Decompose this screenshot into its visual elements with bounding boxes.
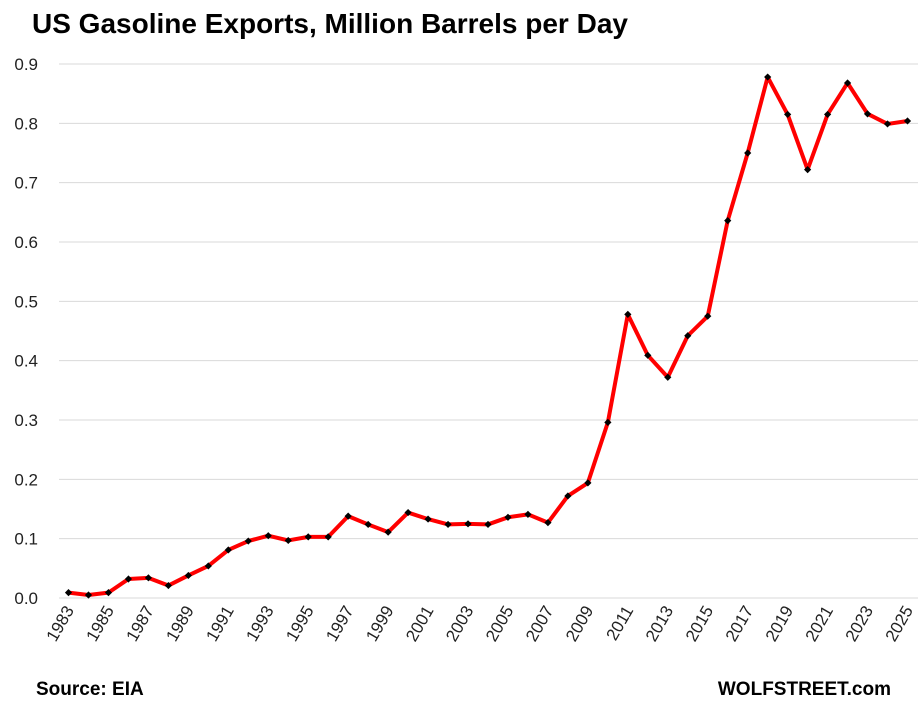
series-group [64,73,912,599]
data-point-marker [704,312,712,320]
data-point-marker [464,520,472,528]
data-point-marker [684,332,692,340]
data-point-marker [104,589,113,597]
x-axis-tick-labels: 1983 1985 1987 1989 1991 1993 1995 1997 1999 2001… [43,603,917,645]
x-tick-label: 1983 [43,603,78,645]
gridlines [59,63,918,599]
x-tick-label: 1991 [202,603,237,645]
data-point-marker [264,532,272,540]
data-point-marker [344,512,352,520]
data-point-marker [804,166,812,174]
data-point-marker [164,581,172,590]
data-point-marker [644,351,652,359]
data-point-marker [784,110,792,119]
x-tick-label: 2015 [682,603,717,645]
x-tick-label: 1987 [123,603,158,645]
data-point-marker [883,120,892,128]
y-axis-tick-labels: 0.0 0.1 0.2 0.3 0.4 0.5 0.6 0.7 0.8 0.9 [14,55,38,608]
data-point-marker [484,520,492,529]
data-point-marker [903,117,912,125]
data-point-marker [184,571,192,580]
y-tick-label: 0.5 [14,292,38,311]
data-point-marker [444,520,452,529]
y-tick-label: 0.3 [14,411,38,430]
data-point-marker [424,515,432,523]
y-tick-label: 0.4 [14,352,38,371]
x-tick-label: 1993 [242,603,277,645]
y-tick-label: 0.9 [14,55,38,74]
chart-title: US Gasoline Exports, Million Barrels per… [32,8,628,39]
data-point-marker [244,537,252,545]
data-point-marker [504,513,512,521]
data-point-marker [144,574,153,582]
data-point-marker [284,536,292,545]
series-line [66,75,910,598]
data-point-marker [843,79,852,87]
data-point-marker [84,591,93,599]
data-point-marker [724,217,732,225]
data-point-marker [564,492,572,500]
data-point-marker [584,479,592,487]
x-tick-label: 2013 [642,603,677,645]
data-point-marker [624,310,632,318]
x-tick-label: 1999 [362,603,397,645]
brand-label: WOLFSTREET.com [717,679,891,700]
x-tick-label: 1989 [162,603,197,645]
data-point-marker [224,546,232,554]
x-tick-label: 2011 [603,603,638,644]
data-point-marker [304,533,312,541]
data-point-marker [124,575,133,583]
data-point-marker [823,110,832,119]
data-point-marker [524,510,532,518]
source-note: Source: EIA [36,679,144,700]
data-point-marker [863,110,872,118]
data-point-marker [604,418,612,426]
y-tick-label: 0.6 [14,233,38,252]
x-tick-label: 2009 [562,603,597,645]
data-point-marker [324,533,332,541]
data-point-marker [204,562,212,570]
y-tick-label: 0.2 [14,470,38,489]
x-tick-label: 2001 [402,603,437,645]
y-tick-label: 0.1 [14,530,38,549]
y-tick-label: 0.0 [14,589,38,608]
x-tick-label: 2003 [442,603,477,645]
y-tick-label: 0.7 [14,174,38,193]
y-tick-label: 0.8 [14,114,38,133]
x-tick-label: 2007 [522,603,557,645]
x-tick-label: 2023 [842,603,877,645]
data-point-marker [664,373,672,381]
data-point-marker [764,73,772,81]
data-point-marker [364,520,372,529]
data-point-marker [404,508,412,517]
x-tick-label: 2005 [482,603,517,645]
data-point-marker [384,528,392,536]
data-point-marker [544,519,552,527]
x-tick-label: 1985 [83,603,118,645]
x-tick-label: 2025 [882,603,917,645]
data-point-marker [64,589,73,597]
x-tick-label: 1995 [282,603,317,645]
data-point-marker [744,149,752,157]
x-tick-label: 2019 [762,603,797,645]
x-tick-label: 2021 [802,603,837,645]
x-tick-label: 2017 [722,603,757,645]
x-tick-label: 1997 [322,603,357,645]
